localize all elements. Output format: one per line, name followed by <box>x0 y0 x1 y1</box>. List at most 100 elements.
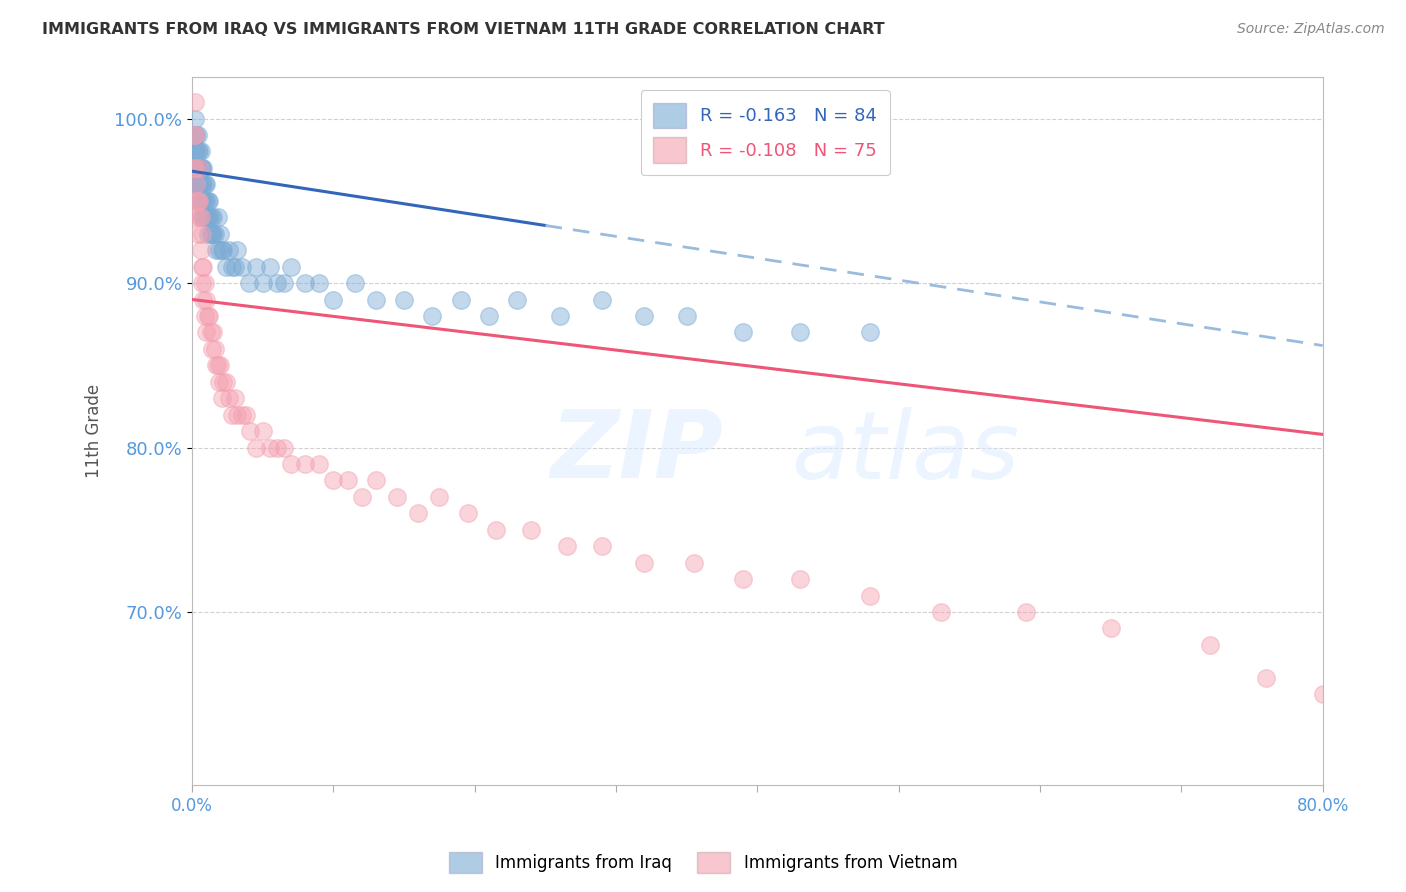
Point <box>221 260 243 274</box>
Point <box>457 506 479 520</box>
Point <box>633 556 655 570</box>
Point <box>190 178 212 192</box>
Point <box>1198 638 1220 652</box>
Point <box>238 276 260 290</box>
Point <box>209 359 232 373</box>
Point <box>188 194 211 208</box>
Point <box>191 227 214 241</box>
Point <box>188 178 211 192</box>
Point <box>194 178 217 192</box>
Point <box>406 506 429 520</box>
Point <box>322 474 344 488</box>
Point <box>191 161 214 175</box>
Point <box>197 194 219 208</box>
Point <box>202 227 225 241</box>
Point <box>202 326 225 340</box>
Point <box>205 359 228 373</box>
Legend: Immigrants from Iraq, Immigrants from Vietnam: Immigrants from Iraq, Immigrants from Vi… <box>441 846 965 880</box>
Point <box>215 260 238 274</box>
Point <box>266 441 288 455</box>
Point <box>273 441 295 455</box>
Point <box>194 211 217 225</box>
Point <box>266 276 288 290</box>
Point <box>186 128 208 142</box>
Text: IMMIGRANTS FROM IRAQ VS IMMIGRANTS FROM VIETNAM 11TH GRADE CORRELATION CHART: IMMIGRANTS FROM IRAQ VS IMMIGRANTS FROM … <box>42 22 884 37</box>
Point <box>429 490 451 504</box>
Point <box>1256 671 1278 685</box>
Point <box>555 539 578 553</box>
Point <box>183 128 205 142</box>
Point <box>350 490 373 504</box>
Point <box>188 194 211 208</box>
Legend: R = -0.163   N = 84, R = -0.108   N = 75: R = -0.163 N = 84, R = -0.108 N = 75 <box>641 90 890 176</box>
Point <box>364 293 387 307</box>
Point <box>675 309 697 323</box>
Point <box>191 260 214 274</box>
Point <box>184 112 207 126</box>
Point <box>308 457 330 471</box>
Point <box>789 326 811 340</box>
Point <box>209 227 232 241</box>
Point <box>190 243 212 257</box>
Point <box>245 441 267 455</box>
Point <box>204 227 226 241</box>
Point <box>1099 622 1122 636</box>
Point <box>198 211 221 225</box>
Point <box>226 408 249 422</box>
Point <box>186 145 208 159</box>
Point <box>190 211 212 225</box>
Point <box>1015 605 1038 619</box>
Point <box>224 260 246 274</box>
Point <box>200 227 222 241</box>
Point <box>294 457 316 471</box>
Point <box>193 178 215 192</box>
Point <box>190 194 212 208</box>
Point <box>208 375 231 389</box>
Point <box>422 309 444 323</box>
Point <box>733 572 755 586</box>
Point <box>591 539 613 553</box>
Point <box>197 309 219 323</box>
Point <box>308 276 330 290</box>
Point <box>193 293 215 307</box>
Point <box>207 359 229 373</box>
Point <box>186 178 208 192</box>
Point <box>198 309 221 323</box>
Point <box>193 161 215 175</box>
Point <box>193 211 215 225</box>
Point <box>280 457 302 471</box>
Point <box>183 128 205 142</box>
Point <box>200 326 222 340</box>
Point <box>392 293 415 307</box>
Point <box>385 490 408 504</box>
Point <box>859 326 882 340</box>
Point <box>245 260 267 274</box>
Point <box>929 605 952 619</box>
Point <box>186 178 208 192</box>
Point <box>280 260 302 274</box>
Point <box>195 178 218 192</box>
Point <box>273 276 295 290</box>
Point <box>191 276 214 290</box>
Point <box>184 145 207 159</box>
Text: ZIP: ZIP <box>551 407 724 499</box>
Point <box>520 523 543 537</box>
Point <box>231 260 253 274</box>
Point <box>188 145 211 159</box>
Point <box>201 227 224 241</box>
Point <box>201 342 224 356</box>
Point <box>215 375 238 389</box>
Point <box>485 523 508 537</box>
Point <box>195 293 218 307</box>
Point <box>221 408 243 422</box>
Point <box>208 243 231 257</box>
Point <box>294 276 316 290</box>
Point <box>239 424 262 438</box>
Point <box>187 145 209 159</box>
Point <box>506 293 529 307</box>
Point <box>187 128 209 142</box>
Point <box>183 161 205 175</box>
Y-axis label: 11th Grade: 11th Grade <box>86 384 103 478</box>
Point <box>184 161 207 175</box>
Point <box>218 243 240 257</box>
